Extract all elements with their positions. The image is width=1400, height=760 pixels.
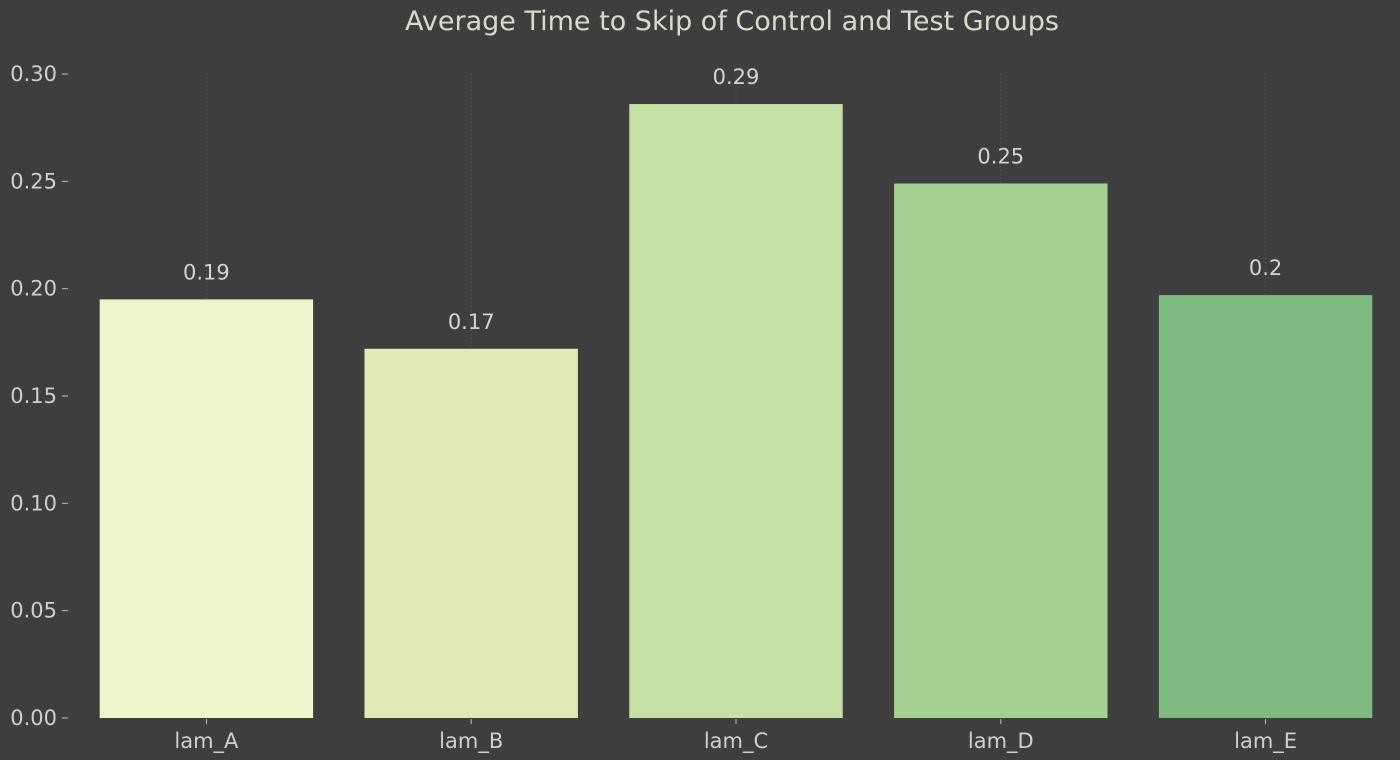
x-tick-label-lam_C: lam_C: [704, 729, 768, 754]
data-label-lam_A: 0.19: [183, 260, 230, 284]
y-tick-label: 0.05: [10, 599, 57, 623]
y-tick-label: 0.20: [10, 277, 57, 301]
y-axis: 0.00 0.05 0.10 0.15 0.20 0.25 0.30: [10, 62, 68, 730]
y-tick-label: 0.30: [10, 62, 57, 86]
x-axis: lam_A lam_B lam_C lam_D lam_E: [174, 719, 1297, 754]
chart-title: Average Time to Skip of Control and Test…: [405, 6, 1059, 37]
data-label-lam_C: 0.29: [713, 65, 760, 89]
bars-layer: [99, 104, 1373, 719]
y-tick-label: 0.10: [10, 491, 57, 515]
bar-lam_C: [629, 104, 843, 718]
y-tick-label: 0.25: [10, 169, 57, 193]
x-tick-label-lam_D: lam_D: [968, 729, 1034, 754]
y-tick-label: 0.15: [10, 384, 57, 408]
data-label-lam_D: 0.25: [977, 144, 1024, 168]
bar-lam_A: [99, 299, 314, 718]
bar-lam_E: [1158, 295, 1373, 718]
bar-lam_D: [894, 183, 1108, 719]
bar-lam_B: [364, 348, 578, 718]
x-tick-label-lam_B: lam_B: [439, 729, 503, 754]
y-tick-label: 0.00: [10, 706, 57, 730]
x-tick-label-lam_A: lam_A: [174, 729, 239, 754]
data-labels-layer: 0.19 0.17 0.29 0.25 0.2: [183, 65, 1282, 334]
x-tick-label-lam_E: lam_E: [1234, 729, 1297, 754]
data-label-lam_B: 0.17: [448, 310, 495, 334]
data-label-lam_E: 0.2: [1249, 256, 1282, 280]
